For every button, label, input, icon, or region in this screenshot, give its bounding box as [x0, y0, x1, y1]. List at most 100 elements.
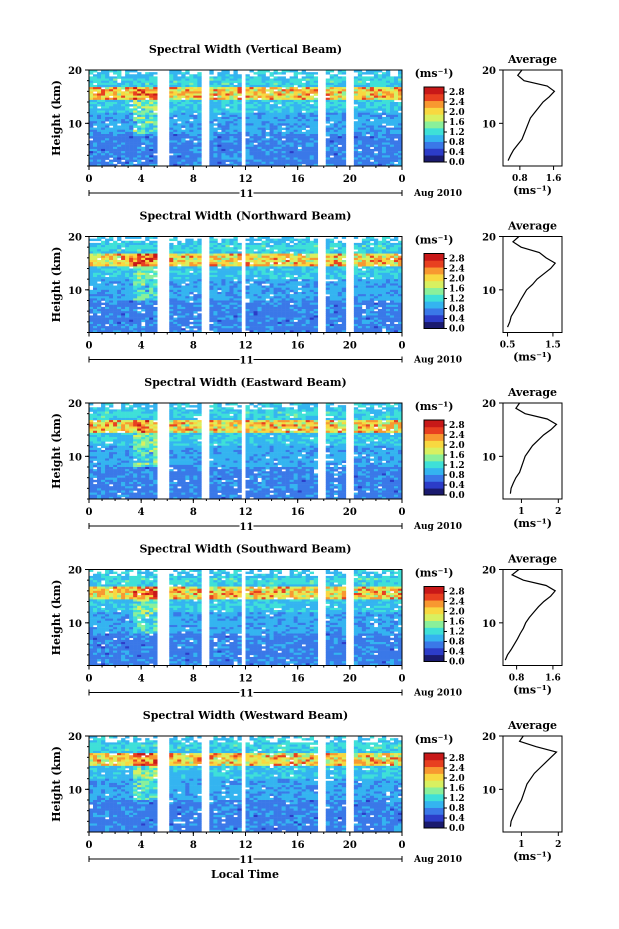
heatmap-cell: [325, 125, 331, 128]
heatmap-cell: [281, 80, 286, 84]
heatmap-cell: [189, 123, 194, 126]
heatmap-cell: [109, 155, 114, 158]
heatmap-cell: [89, 93, 94, 96]
heatmap-cell: [273, 289, 278, 293]
heatmap-cell: [369, 134, 375, 137]
heatmap-cell: [221, 134, 226, 137]
heatmap-cell: [361, 84, 367, 88]
heatmap-cell: [249, 110, 254, 113]
heatmap-cell: [105, 127, 110, 131]
heatmap-cell: [193, 155, 198, 158]
heatmap-cell: [217, 311, 222, 314]
heatmap-cell: [245, 313, 250, 316]
heatmap-cell: [197, 249, 202, 252]
heatmap-cell: [89, 289, 94, 293]
heatmap-cell: [233, 129, 238, 133]
heatmap-cell: [225, 99, 230, 103]
heatmap-cell: [89, 264, 94, 267]
heatmap-cell: [369, 102, 375, 105]
heatmap-cell: [261, 110, 266, 113]
heatmap-cell: [249, 151, 254, 154]
heatmap-cell: [225, 274, 230, 278]
heatmap-cell: [377, 134, 383, 137]
heatmap-cell: [89, 298, 94, 301]
heatmap-cell: [173, 272, 178, 276]
heatmap-cell: [389, 108, 395, 111]
heatmap-cell: [297, 306, 302, 310]
heatmap-cell: [89, 283, 94, 286]
heatmap-cell: [245, 144, 250, 148]
heatmap-cell: [381, 157, 387, 160]
heatmap-cell: [189, 247, 194, 250]
heatmap-cell: [93, 76, 98, 79]
heatmap-cell: [133, 142, 138, 145]
heatmap-cell: [189, 306, 194, 310]
heatmap-cell: [293, 140, 298, 143]
heatmap-cell: [245, 153, 250, 156]
heatmap-cell: [105, 80, 110, 84]
heatmap-cell: [333, 148, 339, 152]
heatmap-cell: [197, 291, 202, 295]
heatmap-cell: [297, 102, 302, 105]
heatmap-cell: [149, 142, 154, 145]
heatmap-cell: [169, 257, 174, 261]
heatmap-cell: [297, 251, 302, 254]
heatmap-cell: [141, 142, 146, 145]
heatmap-cell: [281, 82, 286, 86]
heatmap-cell: [153, 247, 158, 250]
heatmap-cell: [377, 123, 383, 126]
heatmap-cell: [237, 257, 242, 261]
heatmap-cell: [249, 247, 254, 250]
heatmap-cell: [277, 268, 282, 271]
heatmap-cell: [249, 289, 254, 293]
heatmap-cell: [145, 309, 150, 312]
heatmap-cell: [149, 106, 154, 109]
heatmap-cell: [381, 151, 387, 154]
heatmap-cell: [169, 121, 174, 124]
heatmap-cell: [361, 121, 367, 124]
heatmap-cell: [341, 89, 347, 92]
heatmap-cell: [145, 82, 150, 86]
heatmap-cell: [129, 306, 134, 310]
heatmap-cell: [289, 151, 294, 154]
heatmap-cell: [125, 157, 130, 160]
heatmap-cell: [189, 125, 194, 128]
heatmap-cell: [181, 76, 186, 79]
heatmap-cell: [101, 281, 106, 284]
heatmap-cell: [189, 87, 194, 90]
heatmap-cell: [285, 138, 290, 141]
heatmap-cell: [197, 279, 202, 282]
heatmap-cell: [361, 151, 367, 154]
heatmap-cell: [101, 112, 106, 116]
heatmap-cell: [133, 266, 138, 269]
heatmap-cell: [229, 106, 234, 109]
heatmap-cell: [197, 93, 202, 96]
heatmap-cell: [293, 106, 298, 109]
heatmap-cell: [233, 110, 238, 113]
profile-title: Average: [507, 53, 557, 66]
heatmap-cell: [125, 300, 130, 303]
heatmap-cell: [169, 125, 174, 128]
heatmap-cell: [237, 144, 242, 148]
heatmap-cell: [233, 306, 238, 310]
heatmap-cell: [245, 291, 250, 295]
heatmap-cell: [145, 326, 150, 329]
heatmap-cell: [297, 142, 302, 145]
heatmap-cell: [361, 76, 367, 79]
heatmap-cell: [329, 108, 335, 111]
heatmap-cell: [353, 78, 359, 81]
heatmap-cell: [397, 129, 403, 133]
heatmap-cell: [245, 311, 250, 314]
heatmap-cell: [109, 82, 114, 86]
heatmap-cell: [269, 148, 274, 152]
heatmap-cell: [145, 146, 150, 150]
heatmap-cell: [229, 249, 234, 252]
heatmap-cell: [181, 134, 186, 137]
heatmap-cell: [293, 99, 298, 103]
heatmap-cell: [249, 106, 254, 109]
heatmap-cell: [337, 102, 343, 105]
heatmap-cell: [261, 277, 266, 280]
heatmap-cell: [209, 274, 214, 278]
heatmap-cell: [325, 144, 331, 148]
heatmap-cell: [217, 136, 222, 139]
